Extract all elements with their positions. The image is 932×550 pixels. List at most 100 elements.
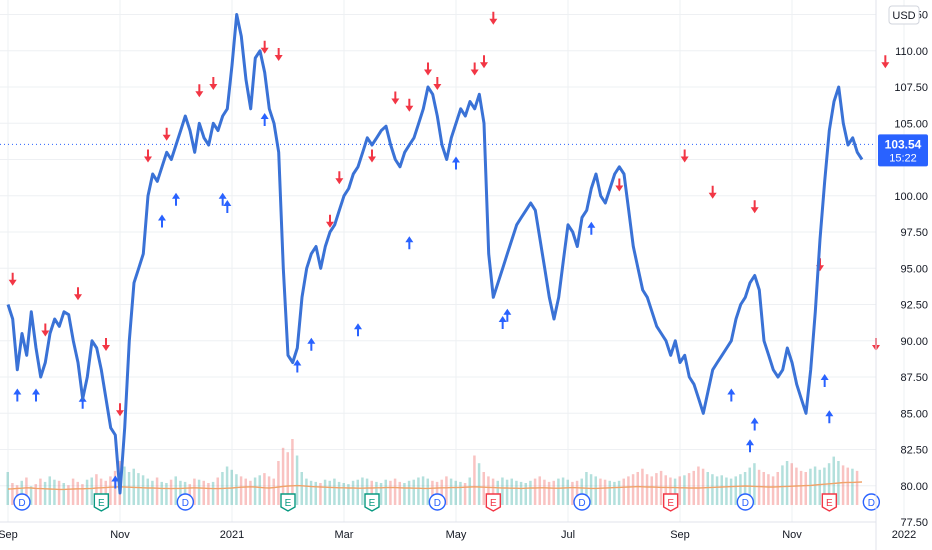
volume-bar [151,480,154,505]
marker-shape [573,493,591,511]
sell-signal [391,91,400,105]
buy-arrow-head [503,308,512,315]
sell-arrow-head [144,156,152,163]
buy-signal [158,214,166,228]
volume-layer [6,439,863,505]
volume-bar [734,476,737,505]
volume-bar [739,474,742,505]
buy-signal [260,113,269,126]
x-tick-label: May [446,529,467,541]
volume-bar [403,483,406,505]
marker-label: E [285,498,292,509]
volume-bar [449,478,453,505]
sell-arrow-head [209,84,218,90]
volume-bar [6,472,9,505]
buy-signal [727,388,736,402]
volume-bar [62,483,65,505]
buy-arrow-head [172,192,180,199]
volume-bar [291,439,294,505]
x-tick-label: 2022 [892,529,916,541]
buy-arrow-head [13,388,22,395]
sell-signal [615,178,624,192]
volume-bar [67,485,70,505]
volume-bar [715,476,719,505]
sell-arrow-head [489,18,498,25]
y-tick-label: 80.00 [900,481,928,493]
buy-signal [293,359,302,373]
volume-bar [725,477,728,505]
volume-bar [757,469,761,505]
volume-bar [314,481,317,505]
sell-signal [8,272,17,286]
buy-signal [218,192,227,206]
volume-bar [389,480,392,505]
volume-bar [272,478,275,505]
marker-label: E [98,498,105,509]
volume-bar [319,483,322,505]
marker-shape [428,493,447,511]
volume-bar [650,476,653,505]
volume-bar [482,472,485,505]
marker-label: E [667,498,674,509]
volume-bar [510,478,513,505]
volume-bar [225,466,229,505]
marker-shape [662,493,679,512]
volume-bar [454,480,457,505]
volume-bar [804,472,807,505]
y-tick-label: 90.00 [900,336,928,348]
volume-bar [524,483,527,505]
sell-arrow-head [116,410,124,417]
volume-bar [594,476,597,505]
sell-signal [74,287,82,301]
volume-bar [11,483,14,505]
volume-bar [431,480,434,505]
volume-bar [580,478,583,505]
sell-signal [489,11,498,25]
volume-bar [384,479,387,505]
sell-arrow-head [680,156,689,163]
buy-arrow-head [293,359,302,366]
earnings-marker: E [364,493,380,512]
sell-signal [116,403,124,417]
volume-bar [407,480,411,505]
buy-arrow-head [452,156,460,163]
volume-bar [473,455,476,505]
marker-label: D [578,498,585,509]
volume-bar [459,481,462,505]
buy-arrow-head [354,323,362,330]
volume-bar [34,484,37,505]
volume-bar [687,473,691,505]
volume-bar [328,480,331,505]
volume-bar [636,472,639,505]
volume-bar [249,480,252,505]
volume-bar [393,478,397,505]
volume-bar [239,476,243,505]
line-layer [6,13,864,495]
currency-badge-box [888,5,920,25]
price-line [6,13,864,495]
buy-arrow-head [223,200,232,206]
marker-label: E [490,498,497,509]
volume-bar [515,480,518,505]
sell-signal [144,149,152,163]
y-tick-label: 87.50 [900,372,928,384]
volume-bar [300,472,303,505]
sell-signal [433,77,442,90]
volume-bar [53,479,56,505]
volume-bar [127,472,131,505]
volume-bar [552,480,555,505]
volume-bar [799,470,803,505]
volume-bar [361,477,364,505]
volume-bar [398,481,401,505]
buy-arrow-head [260,113,269,119]
marker-label: D [18,498,25,509]
last-price-box [878,134,928,167]
volume-bar [477,463,481,505]
volume-bar [645,474,649,505]
volume-bar [613,481,616,505]
sell-arrow-head [881,62,890,69]
